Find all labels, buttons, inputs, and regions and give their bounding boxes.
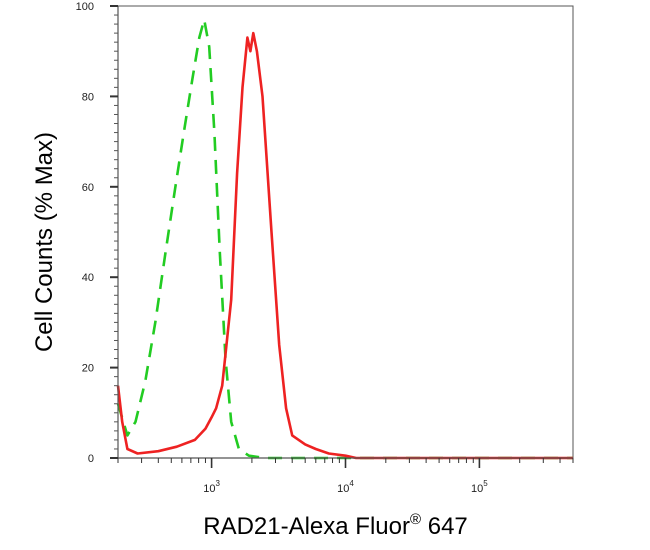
x-tick-exponent: 4 — [349, 479, 354, 488]
x-tick-label: 105 — [471, 479, 488, 495]
x-tick-exponent: 5 — [483, 479, 488, 488]
y-tick-label: 80 — [82, 91, 94, 103]
series-layer — [116, 18, 573, 460]
x-tick-label: 104 — [337, 479, 354, 495]
x-tick-base: 10 — [203, 483, 215, 495]
y-tick-label: 100 — [76, 1, 94, 13]
plot-frame — [117, 5, 574, 459]
y-tick-label: 40 — [82, 272, 94, 284]
x-axis-title-suffix: 647 — [421, 513, 468, 540]
x-axis-title-superscript: ® — [410, 511, 421, 528]
x-tick-base: 10 — [337, 483, 349, 495]
x-axis-title-main: RAD21-Alexa Fluor — [203, 513, 410, 540]
x-tick-label: 103 — [203, 479, 220, 495]
series-line-isotype-control — [116, 18, 573, 460]
y-axis-title: Cell Counts (% Max) — [31, 132, 58, 352]
x-tick-exponent: 3 — [215, 479, 220, 488]
x-axis: 103 104 105 — [117, 457, 574, 495]
y-axis: 0 20 40 60 80 100 — [76, 1, 119, 465]
y-tick-label: 60 — [82, 182, 94, 194]
y-tick-label: 0 — [88, 453, 94, 465]
x-tick-base: 10 — [471, 483, 483, 495]
y-tick-label: 20 — [82, 363, 94, 375]
x-axis-title: RAD21-Alexa Fluor® 647 — [203, 511, 468, 540]
series-line-rad21 — [116, 31, 573, 460]
